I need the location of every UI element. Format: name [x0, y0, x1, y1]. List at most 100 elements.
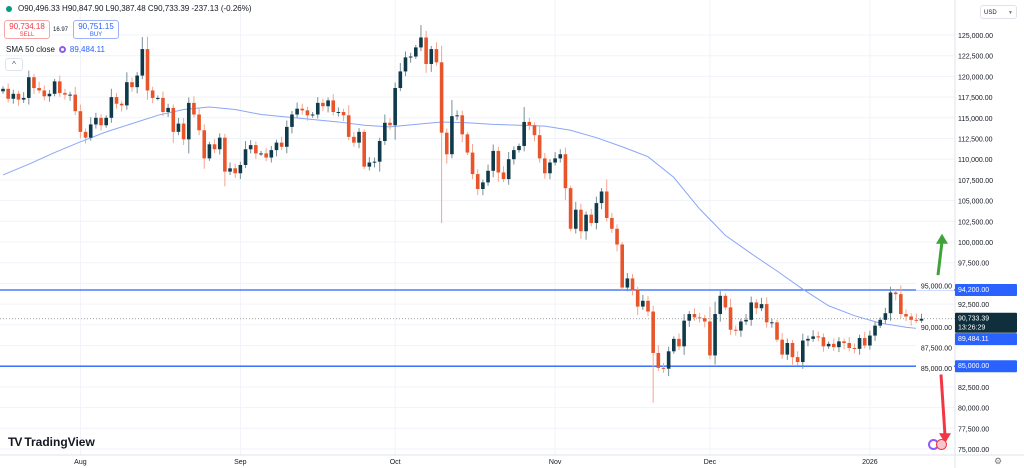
- y-tick-label: 102,500.00: [958, 219, 993, 226]
- candle-body: [537, 135, 542, 159]
- candle-body: [171, 107, 176, 132]
- candle-body: [161, 97, 165, 113]
- candle-body: [470, 152, 475, 175]
- candle-body: [914, 319, 919, 321]
- us-flag-icon[interactable]: [936, 439, 947, 450]
- candle: [403, 51, 408, 77]
- candle-body: [465, 134, 470, 153]
- tradingview-logo[interactable]: TV TradingView: [8, 435, 95, 449]
- candle: [713, 301, 717, 365]
- candle-body: [63, 92, 67, 95]
- buy-button[interactable]: 90,751.15 BUY: [73, 20, 119, 39]
- candle: [11, 89, 16, 104]
- level-price-badge-text: 94,200.00: [958, 287, 989, 294]
- candle: [233, 163, 237, 178]
- currency-select[interactable]: USD ▼: [980, 5, 1017, 19]
- candle: [837, 337, 841, 353]
- candle: [290, 111, 294, 134]
- collapse-legend-button[interactable]: ^: [5, 58, 23, 71]
- candle-body: [207, 144, 212, 159]
- candle-body: [868, 335, 872, 346]
- candle: [697, 312, 702, 323]
- candle: [501, 166, 506, 182]
- candle-body: [414, 47, 418, 57]
- event-markers[interactable]: [928, 439, 947, 450]
- candle-body: [656, 352, 661, 368]
- tradingview-logo-icon: TV: [8, 435, 22, 449]
- candle: [156, 95, 160, 101]
- candle-body: [341, 112, 346, 116]
- candle: [563, 147, 568, 201]
- candle: [125, 72, 129, 110]
- chevron-up-icon: ^: [12, 60, 16, 69]
- candle: [785, 338, 790, 360]
- candle: [733, 325, 738, 336]
- candle-body: [150, 90, 155, 98]
- candle-body: [790, 343, 795, 358]
- candle-body: [83, 131, 88, 138]
- settings-gear-icon[interactable]: ⚙: [994, 456, 1003, 466]
- candle: [439, 45, 444, 223]
- sell-label: SELL: [19, 32, 35, 38]
- sell-button[interactable]: 90,734.18 SELL: [4, 20, 50, 39]
- candle: [130, 77, 134, 92]
- candle: [749, 296, 753, 326]
- candle: [99, 114, 103, 131]
- candle: [909, 313, 913, 326]
- level-price-badge: 94,200.00: [955, 284, 1017, 297]
- sma-legend[interactable]: SMA 50 close 89,484.11: [6, 45, 105, 54]
- candle-body: [589, 214, 594, 223]
- candle-body: [501, 172, 506, 180]
- candle: [150, 86, 155, 104]
- candle-body: [192, 102, 196, 115]
- y-tick-label-bg: [916, 281, 954, 291]
- candle: [486, 164, 490, 186]
- candle-body: [372, 161, 377, 163]
- level-price-badge-bg: [955, 284, 1017, 297]
- y-tick-label-bg: [916, 343, 954, 353]
- candle-body: [377, 140, 382, 162]
- candle: [63, 88, 67, 100]
- x-tick-label: Oct: [390, 459, 401, 466]
- y-tick-label: 107,500.00: [958, 178, 993, 185]
- candle: [341, 108, 346, 122]
- candle-body: [759, 304, 764, 309]
- candle: [496, 146, 501, 182]
- candle: [620, 242, 624, 291]
- candle-body: [156, 97, 160, 99]
- candle-body: [651, 311, 655, 353]
- candle: [759, 297, 764, 312]
- candle-body: [687, 314, 692, 321]
- candle: [475, 169, 480, 196]
- candle-body: [388, 122, 392, 126]
- candle: [532, 122, 537, 142]
- candle-body: [315, 102, 320, 115]
- candle: [573, 201, 578, 234]
- candle: [522, 107, 526, 152]
- candle-body: [512, 150, 516, 160]
- candle: [862, 331, 867, 349]
- candle: [274, 139, 279, 157]
- candle-body: [816, 336, 821, 338]
- candle-body: [801, 340, 805, 363]
- y-tick-label: 97,500.00: [958, 261, 989, 268]
- candle: [604, 179, 609, 222]
- y-tick-label: 75,000.00: [958, 447, 989, 454]
- candle: [135, 72, 139, 94]
- candle-body: [610, 217, 614, 229]
- candle-body: [744, 319, 748, 322]
- candle-body: [393, 87, 397, 126]
- candle-body: [78, 111, 83, 132]
- sma-label: SMA 50 close: [6, 45, 55, 54]
- candle-body: [506, 159, 511, 180]
- candle-body: [398, 71, 403, 88]
- candle: [248, 140, 253, 154]
- candle-body: [114, 97, 119, 104]
- candle: [429, 45, 434, 72]
- candle-body: [635, 290, 640, 307]
- candle-body: [522, 121, 526, 146]
- candle-body: [310, 114, 315, 116]
- candle: [223, 133, 227, 187]
- candle: [455, 110, 459, 121]
